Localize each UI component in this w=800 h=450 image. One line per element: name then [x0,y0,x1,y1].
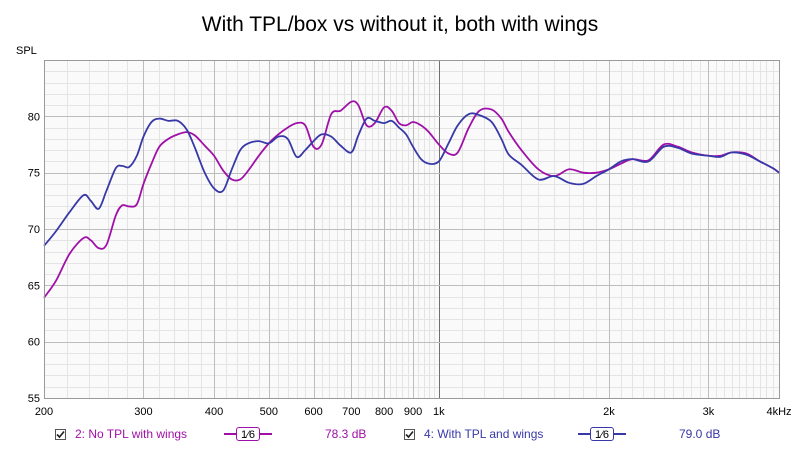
y-axis-label: SPL [16,45,37,57]
y-tick-label: 65 [28,280,40,292]
x-tick-label: 600 [304,406,322,418]
y-tick-label: 55 [28,393,40,405]
x-tick-label: 800 [375,406,393,418]
series-2-smoothing[interactable]: 1⁄6 [224,423,272,445]
x-tick-label: 500 [260,406,278,418]
y-tick-label: 60 [28,337,40,349]
plot-frame [44,60,780,399]
series-2-level: 78.3 dB [325,427,367,441]
x-tick-label: 300 [134,406,152,418]
series-4-smoothing[interactable]: 1⁄6 [578,423,626,445]
series-line-no-tpl [43,100,780,299]
checkmark-icon [405,430,414,438]
x-tick-label: 1k [433,406,445,418]
series-2-label: 2: No TPL with wings [75,427,188,441]
legend-item-series-4[interactable]: 4: With TPL and wings [404,423,543,445]
x-tick-label: 900 [404,406,422,418]
series-line-with-tpl [43,112,780,247]
series-4-label: 4: With TPL and wings [424,427,544,441]
series-4-checkbox[interactable] [404,428,415,440]
chart-title: With TPL/box vs without it, both with wi… [202,13,598,36]
x-tick-label: 400 [205,406,223,418]
y-tick-label: 75 [28,168,40,180]
x-tick-label: 700 [342,406,360,418]
checkmark-icon [56,430,65,438]
y-tick-label: 70 [28,224,40,236]
x-tick-label: 3k [703,406,715,418]
series-4-smoothing-button[interactable]: 1⁄6 [589,427,615,441]
legend-item-series-2[interactable]: 2: No TPL with wings [55,423,187,445]
y-tick-label: 80 [28,111,40,123]
x-tick-label: 200 [35,406,53,418]
x-tick-label: 2k [603,406,615,418]
series-2-smoothing-button[interactable]: 1⁄6 [235,427,261,441]
series-2-checkbox[interactable] [55,428,66,440]
series-4-level: 79.0 dB [679,427,721,441]
x-tick-label: 4kHz [766,406,791,418]
